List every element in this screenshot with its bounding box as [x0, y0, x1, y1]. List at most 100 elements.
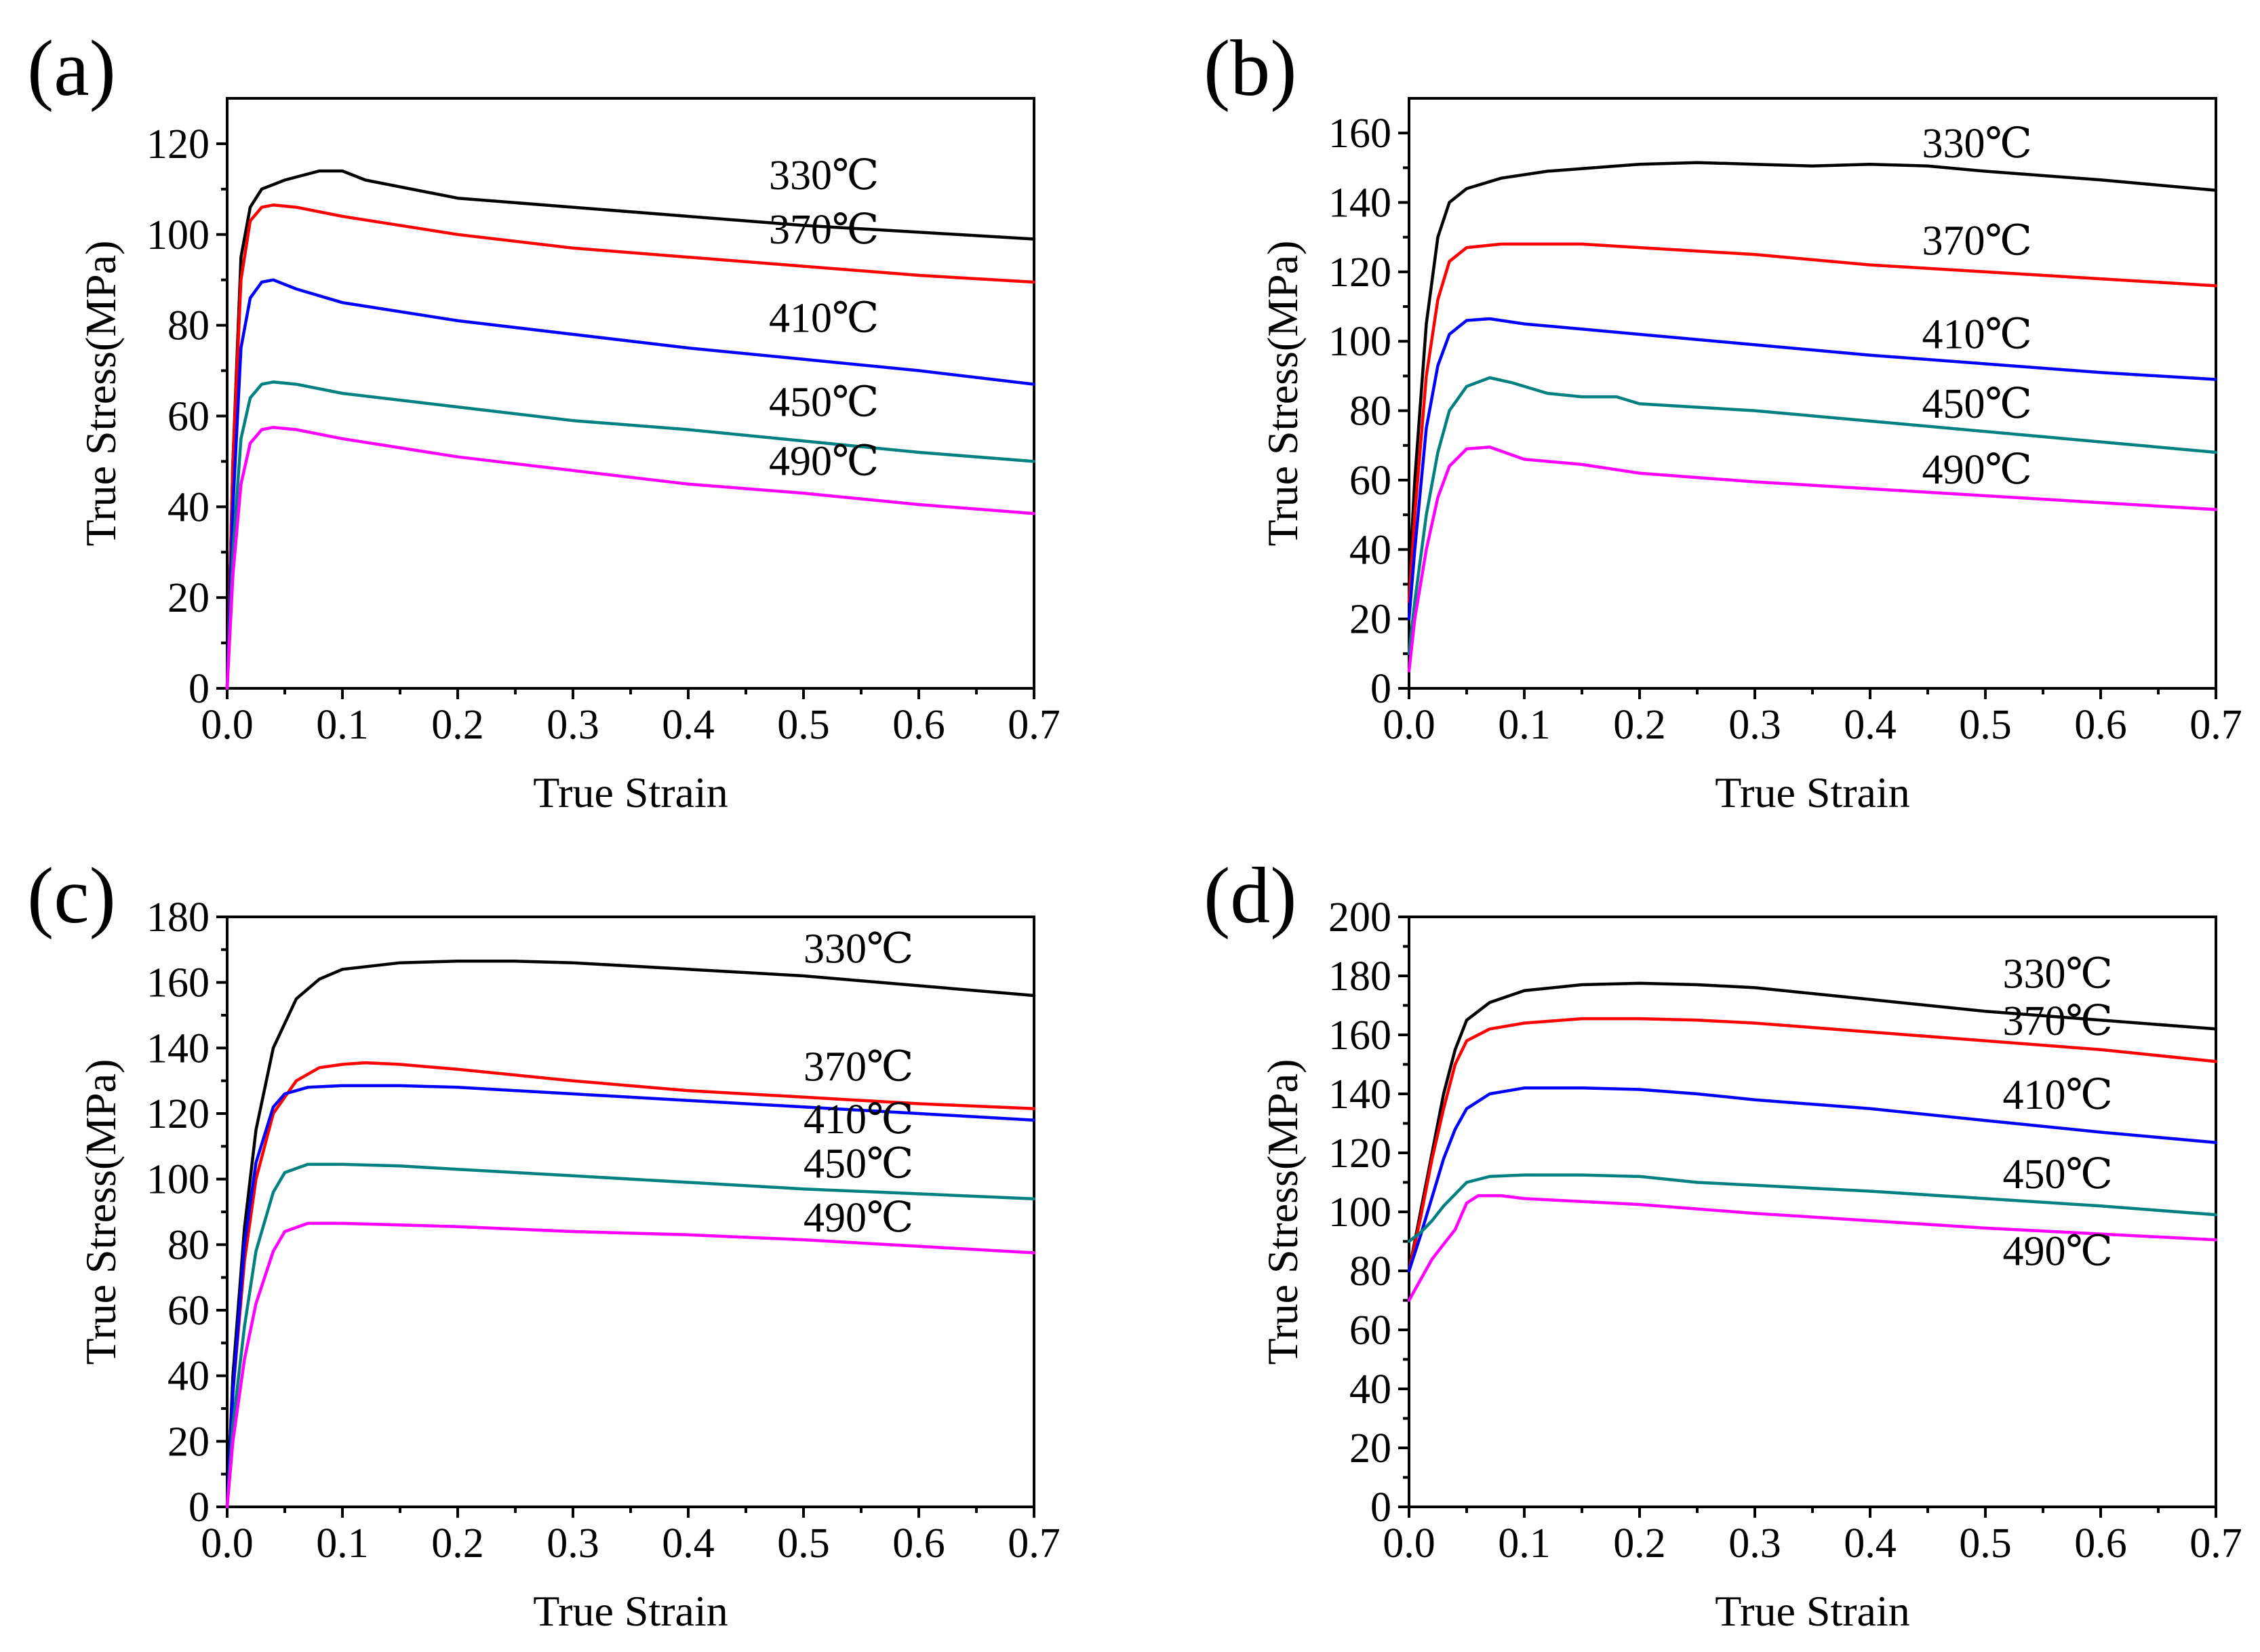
panel-letter: (b)	[1204, 24, 1297, 113]
y-axis-title: True Stress(MPa)	[1258, 241, 1307, 547]
y-tick-label: 0	[1370, 1484, 1391, 1531]
y-tick-label: 180	[1328, 953, 1391, 1000]
x-tick-label: 0.3	[547, 702, 599, 748]
series-label: 370℃	[804, 1044, 913, 1090]
series-label: 370℃	[2003, 998, 2113, 1044]
series-label: 330℃	[1922, 121, 2032, 167]
y-tick-label: 20	[167, 575, 210, 621]
x-tick-label: 0.5	[777, 702, 830, 748]
y-tick-label: 120	[146, 121, 210, 168]
series-label: 450℃	[769, 379, 879, 425]
y-tick-label: 100	[146, 1157, 210, 1203]
x-tick-label: 0.5	[1959, 1520, 2012, 1567]
series-line-410c	[225, 278, 1036, 690]
x-tick-label: 0.7	[2189, 1520, 2242, 1567]
y-tick-label: 40	[1349, 527, 1391, 573]
series-line-490c	[1407, 446, 2218, 673]
series-line-410c	[1407, 317, 2218, 621]
series-label: 330℃	[804, 926, 913, 972]
y-tick-label: 20	[1349, 1425, 1391, 1472]
series-line-450c	[1407, 376, 2218, 656]
x-axis-title: True Strain	[1715, 768, 1909, 817]
y-tick-label: 200	[1328, 894, 1391, 941]
x-tick-label: 0.6	[892, 702, 945, 748]
y-tick-label: 60	[1349, 458, 1391, 504]
x-tick-label: 0.4	[662, 1520, 715, 1567]
series-label: 370℃	[1922, 218, 2032, 264]
panel-d: (d) 0.0 0.1 0.2 0.3 0.4 0.5 0.6 0.7 0 20 40 60 80 100 1…	[1204, 851, 2242, 1635]
x-tick-label: 0.1	[316, 1520, 369, 1567]
x-tick-label: 0.1	[316, 702, 369, 748]
x-tick-label: 0.3	[1728, 1520, 1781, 1567]
series-line-410c	[1407, 1086, 2218, 1273]
y-tick-label: 80	[1349, 1248, 1391, 1295]
x-tick-label: 0.1	[1498, 702, 1551, 748]
y-tick-label: 140	[1328, 180, 1391, 227]
x-tick-label: 0.3	[547, 1520, 599, 1567]
y-tick-label: 80	[167, 303, 210, 349]
y-tick-label: 40	[167, 484, 210, 530]
x-tick-label: 0.7	[1008, 702, 1060, 748]
y-tick-label: 140	[146, 1025, 210, 1071]
y-tick-label: 40	[1349, 1366, 1391, 1413]
y-axis-title: True Stress(MPa)	[77, 241, 125, 547]
x-tick-label: 0.5	[777, 1520, 830, 1567]
series-label: 490℃	[2003, 1228, 2113, 1274]
y-tick-label: 160	[1328, 1012, 1391, 1059]
series-line-370c	[225, 203, 1036, 690]
plot-frame	[1408, 97, 2217, 690]
x-tick-label: 0.2	[431, 1520, 484, 1567]
y-axis-title: True Stress(MPa)	[1258, 1059, 1307, 1365]
series-line-330c	[1407, 161, 2218, 586]
y-tick-label: 160	[1328, 111, 1391, 157]
series-line-330c	[1407, 981, 2218, 1273]
y-tick-label: 80	[167, 1222, 210, 1268]
x-tick-label: 0.4	[1844, 702, 1897, 748]
x-tick-label: 0.7	[2189, 702, 2242, 748]
x-axis-title: True Strain	[533, 1587, 728, 1635]
y-tick-label: 60	[167, 393, 210, 439]
panel-letter: (d)	[1204, 851, 1297, 940]
series-line-410c	[225, 1084, 1036, 1509]
y-tick-label: 160	[146, 960, 210, 1006]
series-line-370c	[1407, 1017, 2218, 1273]
x-tick-label: 0.0	[201, 1520, 254, 1567]
panel-letter: (c)	[27, 851, 116, 940]
y-tick-label: 0	[1370, 666, 1391, 712]
panel-letter: (a)	[27, 24, 116, 113]
y-tick-label: 60	[1349, 1307, 1391, 1354]
y-tick-label: 20	[167, 1419, 210, 1465]
x-tick-label: 0.0	[1383, 702, 1435, 748]
y-tick-label: 140	[1328, 1071, 1391, 1118]
series-line-330c	[225, 960, 1036, 1509]
y-tick-label: 0	[189, 666, 210, 712]
y-tick-label: 80	[1349, 389, 1391, 435]
x-tick-label: 0.4	[1844, 1520, 1897, 1567]
x-tick-label: 0.0	[201, 702, 254, 748]
series-label: 330℃	[769, 153, 879, 199]
x-tick-label: 0.6	[2074, 1520, 2127, 1567]
series-label: 370℃	[769, 207, 879, 253]
y-tick-label: 120	[1328, 1130, 1391, 1177]
x-tick-label: 0.6	[892, 1520, 945, 1567]
panel-c: (c) 0.0 0.1 0.2 0.3 0.4 0.5 0.6 0.7 0 20 40 60 80 100 1…	[27, 851, 1060, 1635]
series-line-330c	[225, 169, 1036, 690]
y-tick-label: 100	[1328, 319, 1391, 365]
x-tick-label: 0.2	[1613, 702, 1666, 748]
y-tick-label: 40	[167, 1354, 210, 1400]
x-tick-label: 0.2	[431, 702, 484, 748]
series-line-450c	[1407, 1173, 2218, 1243]
y-tick-label: 100	[146, 212, 210, 258]
x-tick-label: 0.1	[1498, 1520, 1551, 1567]
series-line-490c	[225, 1221, 1036, 1509]
y-axis-title: True Stress(MPa)	[77, 1059, 125, 1365]
series-line-490c	[225, 425, 1036, 690]
series-label: 330℃	[2003, 951, 2113, 997]
x-axis-title: True Strain	[533, 768, 728, 817]
panel-b: (b) 0.0 0.1 0.2 0.3 0.4 0.5 0.6 0.7 0 20 40 60 80 100 1…	[1204, 24, 2242, 817]
series-label: 450℃	[804, 1141, 913, 1187]
series-label: 410℃	[769, 296, 879, 342]
x-tick-label: 0.7	[1008, 1520, 1060, 1567]
x-tick-label: 0.4	[662, 702, 715, 748]
